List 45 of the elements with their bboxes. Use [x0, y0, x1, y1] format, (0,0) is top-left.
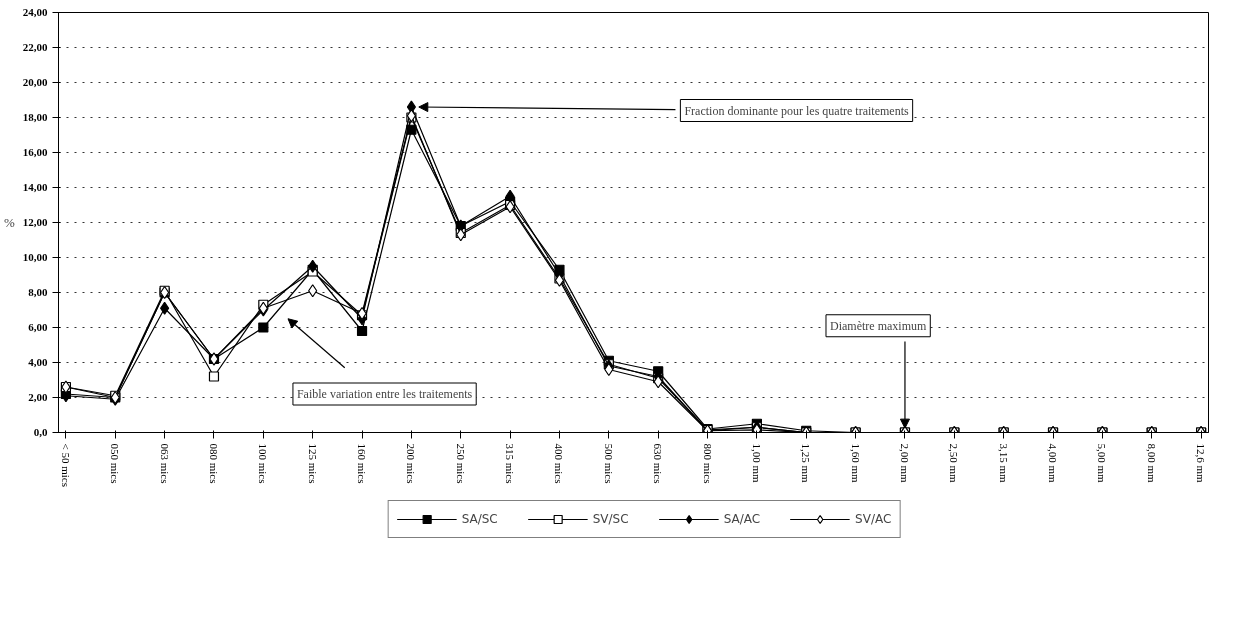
- x-tick-label: 400 mics: [553, 443, 566, 484]
- y-tick-label: 12,00: [22, 216, 48, 228]
- y-axis-title: %: [3, 215, 15, 230]
- y-tick-label: 10,00: [22, 251, 48, 263]
- y-tick-label: 14,00: [22, 181, 48, 193]
- legend-label: SV/SC: [592, 512, 629, 526]
- y-tick-label: 0,0: [33, 426, 48, 438]
- legend-label: SV/AC: [855, 512, 892, 526]
- y-tick-label: 4,00: [28, 356, 48, 368]
- y-tick-label: 2,00: [28, 391, 48, 403]
- y-tick-label: 22,00: [22, 41, 48, 53]
- annotation: Faible variation entre les traitements: [296, 387, 473, 401]
- x-tick-label: 250 mics: [454, 443, 467, 484]
- y-tick-label: 18,00: [22, 111, 48, 123]
- x-tick-label: 8,00 mm: [1145, 443, 1158, 484]
- x-tick-label: 800 mics: [701, 443, 714, 484]
- legend-label: SA/AC: [723, 512, 761, 526]
- x-tick-label: 3,15 mm: [997, 443, 1010, 484]
- y-tick-label: 8,00: [28, 286, 48, 298]
- x-tick-label: < 50 mics: [59, 443, 72, 487]
- annotation: Fraction dominante pour les quatre traitements: [684, 103, 909, 118]
- x-tick-label: 2,00 mm: [898, 443, 911, 484]
- x-tick-label: 4,00 mm: [1047, 443, 1060, 484]
- x-tick-label: 12,6 mm: [1195, 443, 1208, 484]
- x-tick-label: 050 mics: [109, 443, 122, 484]
- y-tick-label: 24,00: [22, 6, 48, 18]
- y-tick-label: 20,00: [22, 76, 48, 88]
- x-tick-label: 2,50 mm: [948, 443, 961, 484]
- x-tick-label: 5,00 mm: [1096, 443, 1109, 484]
- x-tick-label: 315 mics: [504, 443, 517, 484]
- y-tick-label: 16,00: [22, 146, 48, 158]
- x-tick-label: 063 mics: [158, 443, 171, 484]
- x-tick-label: 125 mics: [306, 443, 319, 484]
- annotation: Diamètre maximum: [829, 318, 927, 333]
- x-tick-label: 200 mics: [405, 443, 418, 484]
- legend-label: SA/SC: [461, 512, 498, 526]
- x-tick-label: 500 mics: [602, 443, 615, 484]
- x-tick-label: 080 mics: [207, 443, 220, 484]
- x-tick-label: 160 mics: [356, 443, 369, 484]
- x-tick-label: 1,00 mm: [750, 443, 763, 484]
- x-tick-label: 1,60 mm: [849, 443, 862, 484]
- x-tick-label: 1,25 mm: [800, 443, 813, 484]
- x-tick-label: 100 mics: [257, 443, 270, 484]
- y-tick-label: 6,00: [28, 321, 48, 333]
- x-tick-label: 630 mics: [652, 443, 665, 484]
